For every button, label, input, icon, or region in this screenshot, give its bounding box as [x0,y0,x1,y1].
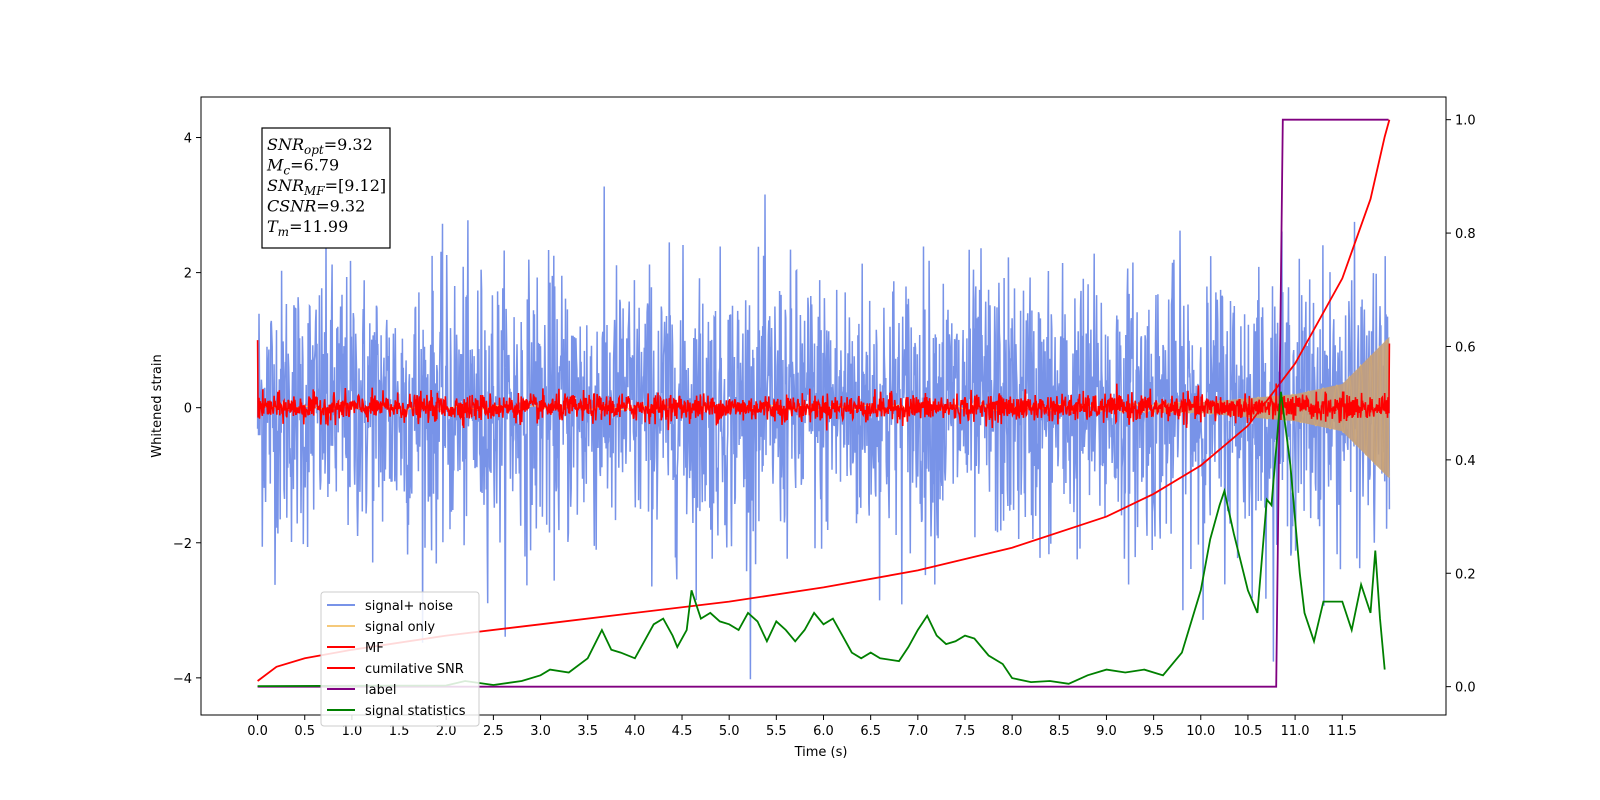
x-tick-label: 9.5 [1143,724,1164,739]
series-signal-statistics [257,391,1386,687]
legend-label: signal+ noise [365,599,453,614]
y-tick-label: 2 [184,267,192,282]
annotation-line: SNRopt=9.32 [267,135,373,157]
legend-label: label [365,683,396,698]
x-axis-title: Time (s) [794,745,848,760]
y-right-tick-label: 0.6 [1455,340,1476,355]
x-tick-label: 2.5 [483,724,504,739]
series-signal-noise [256,186,1391,680]
y-axis-right: 0.0 0.2 0.4 0.6 0.8 1.0 [1446,114,1476,696]
x-tick-label: 2.0 [436,724,457,739]
y-right-tick-label: 1.0 [1455,114,1476,129]
plot-area [256,118,1391,688]
y-tick-label: 4 [184,132,192,147]
x-tick-label: 9.0 [1096,724,1117,739]
annotation-line: CSNR=9.32 [267,197,365,216]
y-right-tick-label: 0.0 [1455,681,1476,696]
legend: signal+ noise signal only MF cumilative SNR… [320,591,480,727]
legend-label: signal only [365,620,435,635]
x-tick-label: 6.0 [813,724,834,739]
x-tick-label: 1.5 [389,724,410,739]
stats-annotation: SNRopt=9.32Mc=6.79SNRMF=[9.12]CSNR=9.32T… [261,127,391,249]
x-tick-label: 0.0 [247,724,268,739]
legend-label: cumilative SNR [365,662,464,677]
x-axis: 0.0 0.5 1.0 1.5 2.0 2.5 3.0 3.5 4.0 4.5 5.0 5.5 6.0 6… [247,715,1357,739]
annotation-line: Mc=6.79 [266,156,339,178]
x-tick-label: 5.0 [719,724,740,739]
x-tick-label: 5.5 [766,724,787,739]
y-right-tick-label: 0.2 [1455,567,1476,582]
y-right-tick-label: 0.4 [1455,454,1476,469]
x-tick-label: 11.5 [1328,724,1357,739]
y-tick-label: 0 [184,402,192,417]
annotation-box [261,127,391,249]
x-tick-label: 10.5 [1233,724,1262,739]
x-tick-label: 10.0 [1186,724,1215,739]
x-tick-label: 7.5 [955,724,976,739]
x-tick-label: 0.5 [294,724,315,739]
x-tick-label: 11.0 [1281,724,1310,739]
series-mf [256,340,1391,431]
y-axis-title: Whitened strain [150,354,165,457]
legend-label: signal statistics [365,704,466,719]
y-tick-label: −2 [173,537,192,552]
x-tick-label: 4.0 [625,724,646,739]
y-right-tick-label: 0.8 [1455,227,1476,242]
x-tick-label: 3.0 [530,724,551,739]
x-tick-label: 7.0 [907,724,928,739]
x-tick-label: 4.5 [672,724,693,739]
legend-label: MF [365,641,384,656]
y-tick-label: −4 [173,672,192,687]
x-tick-label: 3.5 [577,724,598,739]
x-tick-label: 8.5 [1049,724,1070,739]
y-axis-left: −4 −2 0 2 4 [173,132,201,687]
x-tick-label: 6.5 [860,724,881,739]
legend-box [320,591,480,727]
annotation-line: SNRMF=[9.12] [267,176,386,198]
x-tick-label: 1.0 [342,724,363,739]
series-signal-only-envelope [1153,336,1390,479]
x-tick-label: 8.0 [1002,724,1023,739]
annotation-line: Tm=11.99 [267,217,348,239]
